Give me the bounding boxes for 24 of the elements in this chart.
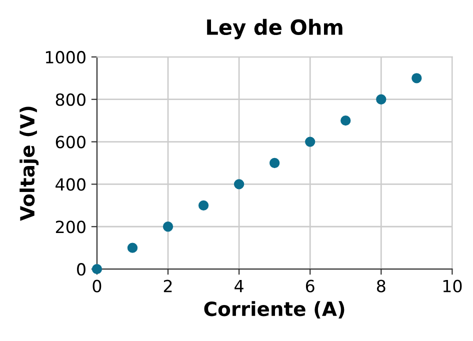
y-tick-label: 200 (56, 220, 86, 234)
point (269, 158, 280, 168)
chart-title: Ley de Ohm (207, 18, 342, 40)
x-axis-title: Corriente (A) (204, 301, 344, 318)
point (305, 136, 316, 147)
point (198, 200, 209, 211)
x-tick-label: 0 (92, 280, 102, 292)
point (340, 115, 351, 126)
point (412, 73, 422, 84)
x-tick-label: 10 (443, 280, 462, 292)
x-tick-label: 6 (306, 280, 314, 292)
point (162, 222, 174, 232)
y-axis-title: Voltaje (V) (20, 106, 39, 221)
y-tick-label: 800 (56, 93, 86, 106)
x-tick-label: 4 (234, 280, 244, 292)
x-tick-label: 2 (164, 280, 172, 292)
y-tick-label: 400 (56, 178, 86, 191)
point (234, 179, 244, 190)
y-tick-label: 0 (77, 263, 86, 276)
point (127, 242, 138, 253)
y-tick-label: 1000 (46, 50, 86, 64)
point (376, 94, 386, 104)
x-tick-label: 8 (376, 280, 386, 292)
y-tick-label: 600 (56, 136, 86, 148)
